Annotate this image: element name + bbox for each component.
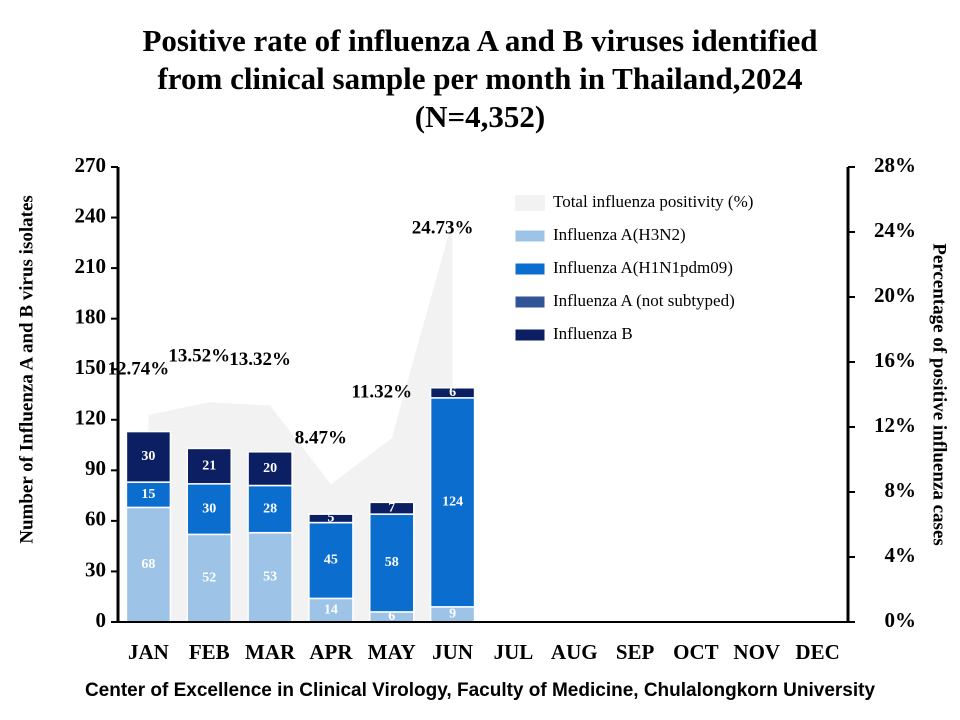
x-tick-label: OCT bbox=[673, 640, 719, 664]
x-tick-label: MAY bbox=[368, 640, 416, 664]
bar-value-label: 14 bbox=[324, 602, 338, 617]
bar-value-label: 21 bbox=[202, 458, 216, 473]
y2-tick-label: 16% bbox=[874, 348, 916, 372]
x-tick-label: MAR bbox=[245, 640, 296, 664]
bar-value-label: 28 bbox=[263, 501, 277, 516]
legend-swatch bbox=[514, 295, 546, 309]
y2-tick-label: 0% bbox=[885, 608, 917, 632]
positivity-label: 13.32% bbox=[229, 349, 291, 370]
x-tick-label: NOV bbox=[733, 640, 780, 664]
bar-value-label: 5 bbox=[327, 511, 334, 526]
positivity-label: 13.52% bbox=[168, 346, 230, 367]
x-tick-label: JUL bbox=[494, 640, 534, 664]
bar-value-label: 6 bbox=[388, 609, 395, 624]
x-tick-label: SEP bbox=[616, 640, 655, 664]
x-tick-label: DEC bbox=[795, 640, 839, 664]
legend-label: Influenza A (not subtyped) bbox=[553, 291, 735, 310]
y2-tick-label: 12% bbox=[874, 413, 916, 437]
y-tick-label: 210 bbox=[75, 254, 107, 278]
bar-segment bbox=[308, 521, 354, 600]
y2-tick-label: 8% bbox=[885, 478, 917, 502]
y-tick-label: 150 bbox=[75, 355, 107, 379]
bar-value-label: 15 bbox=[141, 487, 155, 502]
bar-segment bbox=[369, 501, 415, 515]
bar-value-label: 20 bbox=[263, 461, 277, 476]
x-tick-label: APR bbox=[309, 640, 353, 664]
bar-value-label: 52 bbox=[202, 570, 216, 585]
legend-label: Influenza B bbox=[553, 324, 633, 343]
bar-value-label: 30 bbox=[141, 449, 155, 464]
x-tick-label: JUN bbox=[432, 640, 473, 664]
bar-segment bbox=[308, 513, 354, 524]
y-tick-label: 270 bbox=[75, 153, 107, 177]
bar-value-label: 30 bbox=[202, 501, 216, 516]
bar-segment bbox=[247, 531, 293, 623]
positivity-label: 8.47% bbox=[295, 428, 347, 449]
x-tick-label: FEB bbox=[189, 640, 230, 664]
x-tick-label: JAN bbox=[128, 640, 169, 664]
bar-segment bbox=[186, 447, 232, 485]
bar-value-label: 45 bbox=[324, 553, 338, 568]
footer: Center of Excellence in Clinical Virolog… bbox=[84, 680, 876, 701]
positivity-label: 11.32% bbox=[351, 381, 412, 402]
bar-segment bbox=[247, 484, 293, 534]
legend-swatch bbox=[515, 195, 545, 211]
bar-segment bbox=[186, 533, 232, 623]
bar-value-label: 7 bbox=[388, 500, 395, 515]
y-tick-label: 60 bbox=[85, 507, 106, 531]
bar-value-label: 6 bbox=[449, 385, 456, 400]
legend-swatch bbox=[514, 229, 546, 243]
y2-tick-label: 28% bbox=[874, 153, 916, 177]
bar-value-label: 124 bbox=[442, 495, 463, 510]
y2-axis-title: Percentage of positive influenza cases bbox=[929, 243, 950, 546]
positivity-label: 12.74% bbox=[108, 358, 170, 379]
bar-segment bbox=[369, 513, 415, 613]
y-tick-label: 180 bbox=[75, 304, 107, 328]
bar-value-label: 68 bbox=[141, 557, 155, 572]
legend-swatch bbox=[514, 328, 546, 342]
bar-value-label: 58 bbox=[385, 555, 399, 570]
y2-tick-label: 24% bbox=[874, 218, 916, 242]
y-tick-label: 30 bbox=[85, 557, 106, 581]
positivity-label: 24.73% bbox=[412, 217, 474, 238]
bar-segment bbox=[429, 387, 476, 399]
bar-value-label: 53 bbox=[263, 570, 277, 585]
legend-label: Influenza A(H3N2) bbox=[553, 225, 686, 244]
legend-swatch bbox=[514, 262, 546, 276]
bar-segment bbox=[247, 451, 293, 487]
chart-title: Positive rate of influenza A and B virus… bbox=[142, 23, 818, 134]
legend-label: Influenza A(H1N1pdm09) bbox=[553, 258, 733, 277]
bar-value-label: 9 bbox=[449, 607, 456, 622]
y-tick-label: 0 bbox=[96, 608, 107, 632]
y2-tick-label: 20% bbox=[874, 283, 916, 307]
x-tick-label: AUG bbox=[551, 640, 598, 664]
y-axis-title: Number of Influenza A and B virus isolat… bbox=[16, 195, 37, 544]
y-tick-label: 240 bbox=[75, 203, 107, 227]
y-tick-label: 90 bbox=[85, 456, 106, 480]
y2-tick-label: 4% bbox=[885, 543, 917, 567]
y-tick-label: 120 bbox=[75, 406, 107, 430]
bar-segment bbox=[186, 483, 232, 536]
legend-label: Total influenza positivity (%) bbox=[553, 192, 753, 211]
bar-segment bbox=[125, 430, 172, 483]
bar-segment bbox=[125, 481, 172, 509]
